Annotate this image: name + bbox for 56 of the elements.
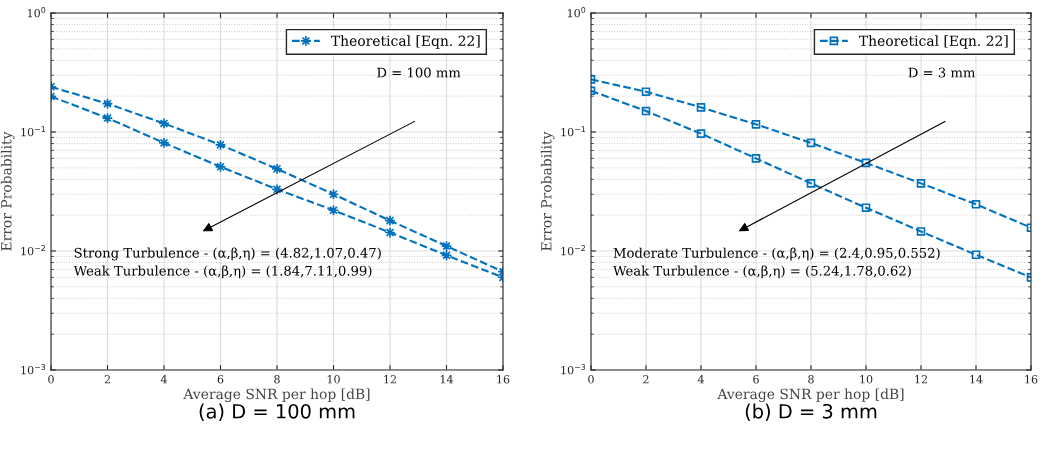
point [751, 154, 761, 163]
x-tick-label: 8 [274, 375, 280, 384]
legend-label: Theoretical [Eqn. 22] [331, 35, 480, 49]
y-axis-title: Error Probability [0, 131, 15, 251]
point [271, 163, 283, 175]
x-axis-title: Average SNR per hop [dB] [717, 388, 904, 403]
y-tick-label: 10$^{0}$ [567, 7, 586, 18]
x-tick-label: 10 [860, 375, 873, 384]
x-tick-label: 12 [384, 375, 396, 384]
x-axis-title: Average SNR per hop [dB] [183, 388, 370, 403]
x-tick-label: 4 [160, 375, 167, 384]
x-tick-label: 16 [1025, 375, 1038, 384]
y-tick-label: 10$^{−2}$ [561, 245, 585, 256]
point [916, 227, 926, 236]
text: (a) D = 100 mm [199, 403, 355, 421]
point [916, 179, 926, 188]
point [696, 129, 706, 138]
point [696, 103, 706, 112]
y-tick-label: 10$^{−3}$ [21, 364, 46, 375]
y-tick-label: 10$^{−1}$ [561, 126, 586, 137]
annotation: Weak Turbulence - (α,β,η) = (1.84,7.11,0.99) [73, 265, 372, 279]
x-tick-label: 2 [104, 375, 110, 384]
text: (b) D = 3 mm [745, 403, 877, 421]
legend-label: Theoretical [Eqn. 22] [859, 35, 1008, 49]
point [641, 106, 651, 116]
x-tick-label: 2 [643, 375, 649, 384]
x-tick-label: 16 [497, 375, 510, 384]
y-tick-label: 10$^{0}$ [27, 7, 46, 18]
x-tick-label: 10 [327, 375, 340, 384]
point [971, 250, 981, 260]
point [751, 120, 761, 129]
x-tick-label: 14 [440, 375, 454, 384]
x-tick-label: 14 [970, 375, 983, 384]
point [806, 138, 816, 148]
x-tick-label: 12 [915, 375, 927, 384]
point [971, 199, 981, 209]
point [861, 158, 871, 168]
x-tick-label: 0 [48, 375, 54, 384]
annotation: Weak Turbulence - (α,β,η) = (5.24,1.78,0.62) [613, 265, 911, 279]
annotation: D = 100 mm [377, 67, 461, 78]
x-tick-label: 0 [588, 375, 594, 384]
annotation: Strong Turbulence - (α,β,η) = (4.82,1.07,0.47) [74, 247, 381, 261]
annotation: D = 3 mm [908, 67, 976, 78]
point [158, 137, 170, 149]
point [641, 87, 651, 97]
y-tick-label: 10$^{−1}$ [21, 126, 46, 137]
x-tick-label: 4 [697, 375, 704, 384]
annotation: Moderate Turbulence - (α,β,η) = (2.4,0.95,0.552) [613, 247, 940, 261]
x-tick-label: 8 [808, 375, 814, 384]
x-tick-label: 6 [753, 375, 759, 384]
point [806, 179, 816, 188]
y-axis-title: Error Probability [540, 131, 555, 251]
point [861, 203, 871, 213]
y-tick-label: 10$^{−3}$ [561, 364, 586, 375]
y-tick-label: 10$^{−2}$ [21, 245, 45, 256]
x-tick-label: 6 [217, 375, 224, 384]
